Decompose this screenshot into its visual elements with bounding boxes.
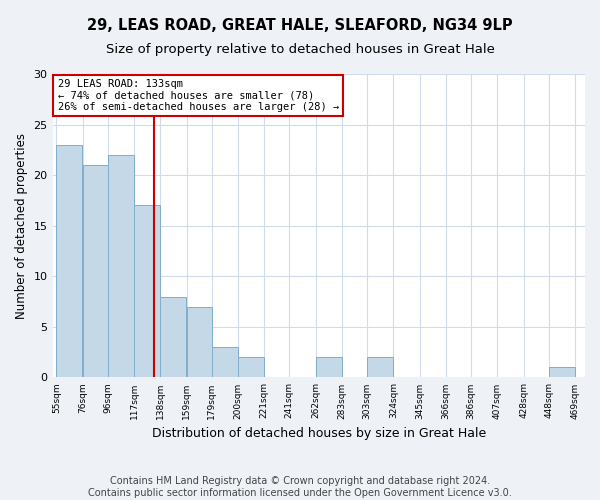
Text: Contains HM Land Registry data © Crown copyright and database right 2024.
Contai: Contains HM Land Registry data © Crown c…	[88, 476, 512, 498]
Bar	[187, 306, 212, 378]
Text: Size of property relative to detached houses in Great Hale: Size of property relative to detached ho…	[106, 42, 494, 56]
Bar	[56, 145, 82, 378]
Bar	[238, 357, 264, 378]
Bar	[212, 347, 238, 378]
Bar	[83, 165, 107, 378]
Bar	[160, 296, 187, 378]
Bar	[316, 357, 342, 378]
Y-axis label: Number of detached properties: Number of detached properties	[15, 132, 28, 318]
X-axis label: Distribution of detached houses by size in Great Hale: Distribution of detached houses by size …	[152, 427, 486, 440]
Bar	[134, 206, 160, 378]
Text: 29 LEAS ROAD: 133sqm
← 74% of detached houses are smaller (78)
26% of semi-detac: 29 LEAS ROAD: 133sqm ← 74% of detached h…	[58, 79, 339, 112]
Bar	[108, 155, 134, 378]
Text: 29, LEAS ROAD, GREAT HALE, SLEAFORD, NG34 9LP: 29, LEAS ROAD, GREAT HALE, SLEAFORD, NG3…	[87, 18, 513, 32]
Bar	[367, 357, 393, 378]
Bar	[549, 368, 575, 378]
